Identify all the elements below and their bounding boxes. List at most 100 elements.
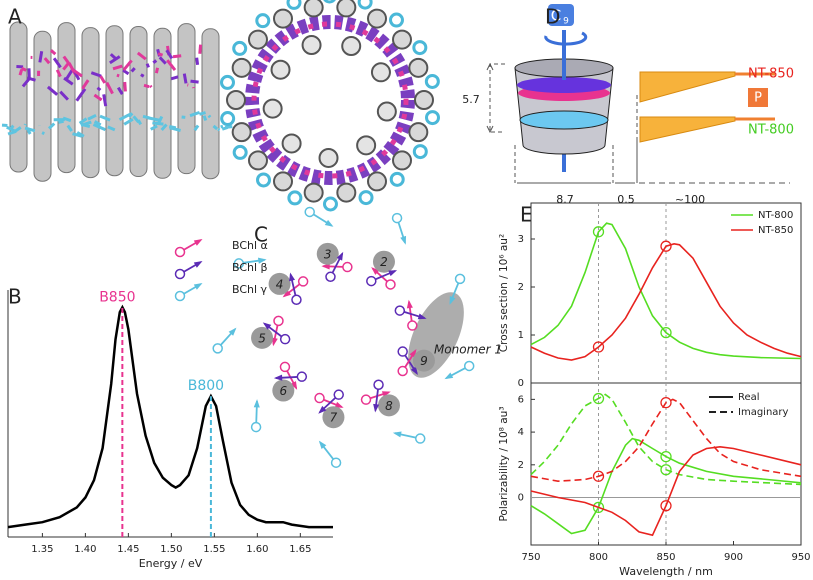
legend-label: Real bbox=[738, 392, 760, 403]
panel-label: A bbox=[8, 5, 22, 29]
pigment bbox=[166, 59, 177, 71]
helix bbox=[301, 35, 322, 56]
helix bbox=[81, 27, 100, 179]
pigment bbox=[123, 117, 134, 126]
helix bbox=[414, 90, 434, 110]
pigment bbox=[198, 111, 206, 116]
pigment bbox=[212, 124, 219, 131]
y-tick-label: 0 bbox=[518, 493, 524, 504]
pigment bbox=[122, 68, 130, 76]
helix bbox=[247, 150, 268, 171]
helix bbox=[408, 122, 429, 143]
pigment bbox=[26, 129, 32, 135]
pigment bbox=[62, 55, 71, 66]
highlight-point bbox=[660, 396, 672, 409]
x-tick-label: 1.55 bbox=[203, 544, 225, 555]
arrow-head bbox=[289, 272, 295, 282]
highlight-point bbox=[660, 326, 672, 339]
pigment bbox=[46, 85, 59, 96]
arrow-head bbox=[257, 257, 267, 264]
monomer-number: 8 bbox=[385, 399, 393, 413]
pigment bbox=[50, 49, 57, 56]
arrow-tail bbox=[463, 360, 475, 372]
distance-label: ~100 bbox=[675, 193, 705, 206]
arrow-tail bbox=[394, 305, 406, 316]
panel-label: C bbox=[254, 223, 268, 247]
arrow-tail bbox=[233, 258, 245, 269]
pigment bbox=[412, 144, 428, 160]
arrow-tail bbox=[325, 271, 336, 283]
pigment bbox=[147, 116, 160, 122]
helix bbox=[356, 135, 377, 156]
pigment bbox=[172, 54, 182, 59]
height-arrows bbox=[486, 62, 494, 134]
legend-label: NT-800 bbox=[758, 210, 793, 221]
helix bbox=[376, 101, 397, 122]
pigment bbox=[157, 115, 164, 124]
helix bbox=[231, 122, 252, 143]
x-tick-label: 1.50 bbox=[160, 544, 182, 555]
x-tick-label: 1.65 bbox=[289, 544, 311, 555]
data-line bbox=[530, 445, 802, 537]
arrow-head bbox=[336, 251, 344, 261]
panel-label: B bbox=[8, 285, 22, 309]
data-line bbox=[530, 398, 802, 483]
arrow-tail bbox=[174, 246, 186, 258]
arrow-tail bbox=[291, 294, 302, 305]
b850-ring-b bbox=[517, 77, 611, 93]
monomer-marker bbox=[322, 406, 345, 429]
pigment bbox=[219, 74, 235, 90]
pigment bbox=[152, 121, 164, 126]
b800-ring bbox=[519, 110, 609, 130]
axis-box bbox=[548, 4, 574, 26]
helix bbox=[33, 30, 52, 182]
pigment bbox=[6, 125, 15, 132]
pigment bbox=[220, 124, 224, 129]
helix bbox=[408, 57, 429, 78]
helix bbox=[336, 182, 357, 203]
pigment bbox=[207, 114, 212, 119]
arrow-head bbox=[400, 235, 407, 245]
pigment bbox=[425, 110, 441, 126]
x-tick-label: 900 bbox=[724, 552, 743, 563]
pigment bbox=[58, 119, 64, 124]
pigment bbox=[105, 81, 114, 95]
pigment bbox=[7, 129, 17, 136]
arrow-head bbox=[253, 399, 260, 408]
pigment bbox=[109, 53, 118, 61]
arrow-head bbox=[282, 289, 292, 298]
pigment bbox=[38, 51, 44, 63]
helix bbox=[231, 57, 252, 78]
legend-label: NT-850 bbox=[758, 225, 793, 236]
rotation-arrow bbox=[544, 31, 588, 46]
arrow-head bbox=[388, 270, 398, 277]
helix bbox=[341, 36, 362, 57]
arrow-tail bbox=[212, 343, 223, 354]
pigment bbox=[136, 51, 147, 61]
tip-bottom bbox=[639, 116, 736, 143]
panel-label: D bbox=[545, 5, 560, 29]
monomer-number: 7 bbox=[330, 411, 338, 425]
pigment bbox=[193, 124, 200, 132]
monomer-marker bbox=[377, 394, 400, 417]
highlight-point bbox=[592, 226, 605, 238]
x-tick-label: 1.45 bbox=[117, 544, 139, 555]
highlight-point bbox=[660, 464, 672, 476]
arrow-tail bbox=[397, 346, 408, 357]
legend-label: BChl γ bbox=[232, 283, 268, 296]
pigment bbox=[76, 131, 85, 138]
monomer-number: 5 bbox=[258, 331, 266, 345]
helix bbox=[392, 29, 413, 50]
data-line bbox=[7, 304, 333, 529]
pigment bbox=[217, 127, 221, 132]
pulse-label: P bbox=[754, 91, 762, 106]
pigment bbox=[130, 67, 136, 73]
arrow-tail bbox=[397, 365, 408, 377]
arrow-tail bbox=[314, 392, 325, 404]
pigment bbox=[71, 67, 83, 78]
x-tick-label: 1.40 bbox=[74, 544, 96, 555]
pigment bbox=[62, 116, 72, 123]
y-tick-label: 2 bbox=[518, 460, 524, 471]
arrow-head bbox=[290, 381, 298, 390]
